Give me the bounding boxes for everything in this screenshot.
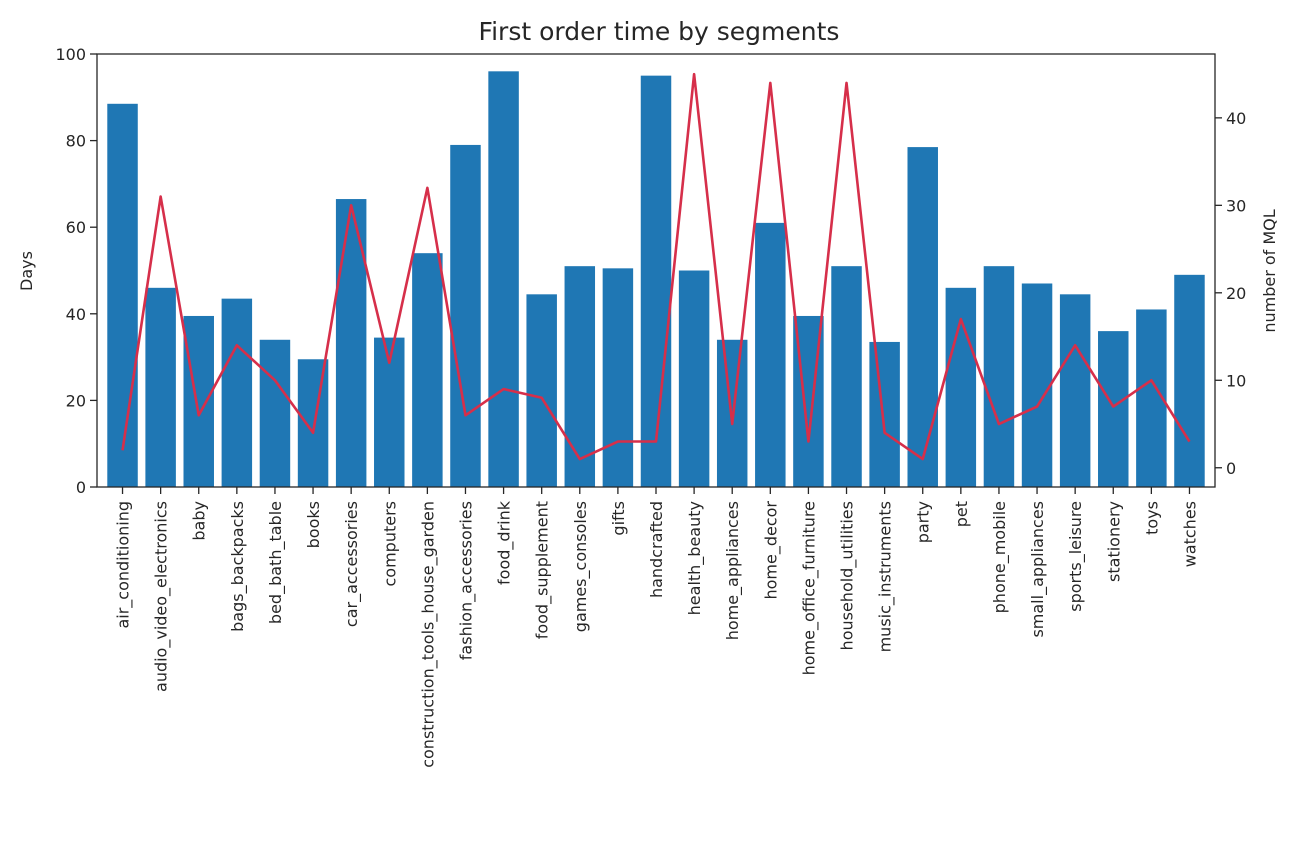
- bar-household-utilities: [831, 266, 862, 487]
- x-tick-label-computers: computers: [380, 501, 399, 587]
- y-left-tick-label: 100: [55, 45, 86, 64]
- x-tick-label-stationery: stationery: [1104, 501, 1123, 582]
- x-tick-label-baby: baby: [190, 501, 209, 541]
- bar-stationery: [1098, 331, 1129, 487]
- x-tick-label-pet: pet: [952, 501, 971, 527]
- y-left-tick-label: 0: [76, 478, 86, 497]
- x-tick-label-home-appliances: home_appliances: [723, 501, 743, 640]
- x-tick-label-small-appliances: small_appliances: [1028, 501, 1048, 638]
- bar-games-consoles: [564, 266, 596, 487]
- x-tick-label-watches: watches: [1180, 501, 1199, 567]
- bar-fashion-accessories: [450, 144, 481, 487]
- x-tick-label-music-instruments: music_instruments: [876, 501, 896, 652]
- bar-series: [107, 71, 1205, 488]
- x-tick-label-bed-bath-table: bed_bath_table: [266, 501, 286, 624]
- x-tick-label-construction-tools-house-garden: construction_tools_house_garden: [418, 501, 438, 768]
- x-tick-label-handcrafted: handcrafted: [647, 501, 666, 598]
- bar-sports-leisure: [1059, 294, 1091, 487]
- y-right-tick-label: 30: [1226, 196, 1246, 215]
- bar-car-accessories: [335, 199, 367, 487]
- bar-bags-backpacks: [221, 298, 253, 487]
- bar-health-beauty: [678, 270, 710, 487]
- x-tick-label-food-drink: food_drink: [495, 500, 515, 585]
- x-tick-label-food-supplement: food_supplement: [533, 501, 553, 639]
- x-tick-label-bags-backpacks: bags_backpacks: [228, 501, 248, 632]
- x-tick-label-toys: toys: [1142, 501, 1161, 535]
- y-axis-left-ticks: 0 20 40 60 80 100: [55, 45, 97, 497]
- line-series: [121, 72, 1191, 461]
- mql-line: [121, 72, 1191, 461]
- x-tick-label-household-utilities: household_utilities: [838, 501, 858, 650]
- bar-audio-video-electronics: [145, 287, 176, 487]
- bar-handcrafted: [640, 75, 672, 488]
- bar-food-supplement: [526, 294, 557, 487]
- bar-construction-tools-house-garden: [412, 253, 443, 487]
- y-right-tick-label: 10: [1226, 371, 1246, 390]
- y-axis-right-label: number of MQL: [1260, 209, 1279, 332]
- bar-food-drink: [488, 71, 519, 487]
- bar-books: [297, 359, 329, 487]
- y-axis-left-label: Days: [17, 251, 36, 291]
- bar-phone-mobile: [983, 266, 1015, 487]
- x-tick-label-sports-leisure: sports_leisure: [1066, 501, 1086, 612]
- x-tick-label-books: books: [304, 501, 323, 548]
- x-tick-label-home-decor: home_decor: [761, 501, 781, 600]
- y-left-tick-label: 80: [66, 132, 86, 151]
- bar-bed-bath-table: [259, 339, 291, 487]
- bar-watches: [1174, 274, 1205, 487]
- x-tick-label-audio-video-electronics: audio_video_electronics: [152, 501, 172, 692]
- x-axis-ticks: air_conditioning audio_video_electronics b…: [114, 487, 1199, 768]
- y-right-tick-label: 20: [1226, 284, 1246, 303]
- x-tick-label-party: party: [914, 501, 933, 543]
- y-left-tick-label: 60: [66, 218, 86, 237]
- x-tick-label-air-conditioning: air_conditioning: [114, 501, 134, 629]
- x-tick-label-home-office-furniture: home_office_furniture: [799, 501, 819, 675]
- bar-pet: [945, 287, 977, 487]
- bar-small-appliances: [1021, 283, 1053, 487]
- x-tick-label-gifts: gifts: [609, 501, 628, 536]
- x-tick-label-games-consoles: games_consoles: [571, 501, 591, 632]
- y-right-tick-label: 0: [1226, 459, 1236, 478]
- x-tick-label-health-beauty: health_beauty: [685, 501, 705, 615]
- y-axis-right-ticks: 0 10 20 30 40: [1215, 109, 1246, 478]
- bar-baby: [183, 315, 214, 487]
- x-tick-label-fashion-accessories: fashion_accessories: [456, 501, 476, 660]
- bar-gifts: [602, 268, 634, 487]
- bar-home-decor: [755, 222, 786, 487]
- y-left-tick-label: 40: [66, 305, 86, 324]
- bar-party: [907, 147, 938, 487]
- bar-air-conditioning: [107, 103, 138, 488]
- y-right-tick-label: 40: [1226, 109, 1246, 128]
- bar-music-instruments: [869, 341, 900, 487]
- y-left-tick-label: 20: [66, 391, 86, 410]
- x-tick-label-car-accessories: car_accessories: [342, 501, 362, 627]
- chart-title: First order time by segments: [479, 17, 840, 46]
- x-tick-label-phone-mobile: phone_mobile: [990, 501, 1010, 613]
